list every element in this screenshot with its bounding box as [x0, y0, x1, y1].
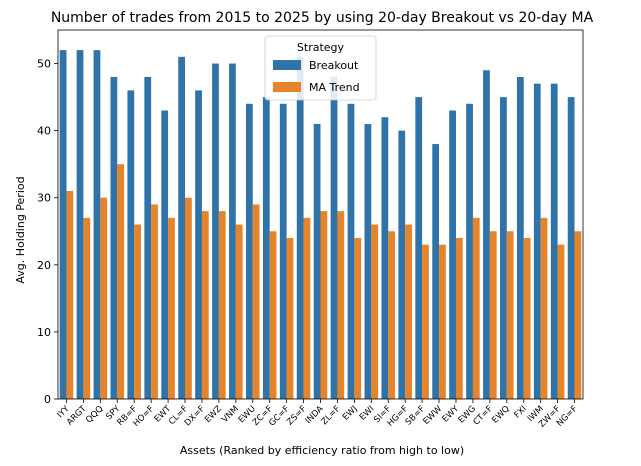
bar-ma-trend-ewj — [354, 237, 362, 399]
bar-breakout-ewi — [364, 123, 372, 400]
bar-breakout-eww — [432, 144, 440, 399]
bar-breakout-zsf — [296, 56, 304, 400]
bar-breakout-sbf — [415, 97, 423, 399]
bar-ma-trend-clf — [185, 197, 192, 399]
bar-breakout-iyy — [59, 50, 67, 399]
y-axis-label: Avg. Holding Period — [14, 176, 27, 283]
plot-area — [57, 29, 584, 400]
bar-breakout-sif — [381, 117, 389, 399]
x-tick-label: EWZ — [203, 404, 224, 425]
bar-breakout-ewy — [449, 110, 456, 399]
bar-breakout-ewz — [212, 63, 219, 400]
bar-ma-trend-inda — [320, 211, 328, 399]
bar-breakout-rbf — [127, 90, 135, 399]
bar-breakout-iwm — [533, 83, 541, 400]
bar-breakout-spy — [110, 76, 118, 400]
bar-ma-trend-rbf — [134, 224, 141, 399]
bar-breakout-vnm — [229, 63, 236, 400]
bar-ma-trend-ewg — [472, 217, 480, 399]
bar-breakout-zcf — [262, 97, 270, 399]
legend-title: Strategy — [297, 41, 345, 54]
bar-ma-trend-eww — [439, 244, 446, 399]
bar-ma-trend-ewt — [168, 217, 175, 399]
bar-ma-trend-fxi — [523, 237, 531, 399]
x-tick-label: QQQ — [84, 404, 105, 425]
x-tick-label: EWW — [421, 404, 444, 427]
y-axis: 0 10 20 30 40 50 — [37, 58, 58, 406]
bar-ma-trend-ctf — [489, 231, 497, 399]
bar-ma-trend-ewz — [218, 211, 226, 399]
bar-ma-trend-ewq — [506, 231, 514, 399]
bar-ma-trend-ewi — [371, 224, 379, 399]
bar-breakout-dxf — [195, 90, 202, 399]
bar-breakout-ewt — [161, 110, 169, 399]
bar-breakout-ewg — [466, 103, 473, 400]
bar-ma-trend-spy — [117, 164, 125, 399]
x-tick-label: CT=F — [472, 404, 496, 428]
bar-breakout-clf — [178, 56, 186, 400]
bar-breakout-inda — [313, 123, 321, 400]
bar-ma-trend-zwf — [557, 244, 565, 399]
x-tick-label: VNM — [220, 404, 241, 425]
bar-breakout-fxi — [516, 76, 524, 400]
bar-ma-trend-ngf — [574, 231, 582, 399]
bar-ma-trend-vnm — [235, 224, 243, 399]
x-tick-label: ZS=F — [285, 404, 309, 428]
bar-breakout-hgf — [398, 130, 406, 399]
chart-title: Number of trades from 2015 to 2025 by us… — [51, 10, 594, 26]
y-tick-label: 40 — [37, 125, 51, 138]
bar-breakout-gcf — [279, 103, 287, 400]
y-tick-label: 10 — [37, 326, 51, 339]
bar-breakout-argt — [76, 50, 84, 399]
x-tick-label: EWJ — [341, 404, 360, 423]
bar-breakout-ewu — [245, 103, 253, 400]
bar-ma-trend-ewy — [455, 237, 463, 399]
bar-breakout-ngf — [567, 97, 575, 399]
bar-breakout-hof — [144, 76, 152, 400]
bar-ma-trend-qqq — [100, 197, 108, 399]
bar-breakout-ewj — [347, 103, 355, 400]
bar-ma-trend-iyy — [66, 191, 74, 399]
legend-swatch — [273, 82, 301, 92]
x-axis-label: Assets (Ranked by efficiency ratio from … — [180, 444, 464, 457]
bar-ma-trend-argt — [83, 217, 91, 399]
y-tick-label: 20 — [37, 259, 51, 272]
x-axis: IYYARGTQQQSPYRB=FHO=FEWTCL=FDX=FEWZVNMEW… — [55, 399, 580, 430]
y-tick-label: 30 — [37, 192, 51, 205]
bar-ma-trend-dxf — [201, 211, 209, 399]
bar-breakout-zwf — [550, 83, 558, 400]
bar-ma-trend-sif — [388, 231, 396, 399]
bar-ma-trend-ewu — [252, 204, 260, 399]
bar-ma-trend-hgf — [405, 224, 412, 399]
y-tick-label: 0 — [44, 393, 51, 406]
y-tick-label: 50 — [37, 58, 51, 71]
legend-entry-label: MA Trend — [309, 81, 360, 94]
bar-ma-trend-sbf — [422, 244, 429, 399]
x-tick-label: ARGT — [65, 403, 89, 427]
x-tick-label: SB=F — [404, 404, 428, 428]
legend: Strategy Breakout MA Trend — [264, 35, 377, 101]
bar-ma-trend-gcf — [286, 237, 294, 399]
x-tick-label: ZL=F — [320, 404, 343, 427]
bar-breakout-ewq — [500, 97, 507, 399]
legend-swatch — [273, 60, 301, 70]
bar-breakout-zlf — [330, 76, 338, 400]
bar-ma-trend-zlf — [337, 211, 345, 399]
bar-ma-trend-zcf — [269, 231, 277, 399]
bar-ma-trend-hof — [151, 204, 158, 399]
bar-breakout-qqq — [93, 50, 101, 399]
bar-breakout-ctf — [483, 70, 490, 399]
bar-ma-trend-iwm — [540, 217, 548, 399]
x-tick-label: EWQ — [490, 404, 512, 426]
legend-entry-label: Breakout — [309, 59, 359, 72]
bar-ma-trend-zsf — [303, 217, 311, 399]
